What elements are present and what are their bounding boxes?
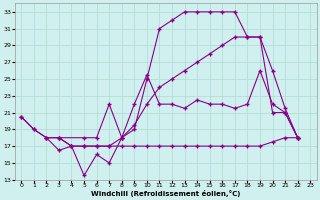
X-axis label: Windchill (Refroidissement éolien,°C): Windchill (Refroidissement éolien,°C) (91, 190, 240, 197)
